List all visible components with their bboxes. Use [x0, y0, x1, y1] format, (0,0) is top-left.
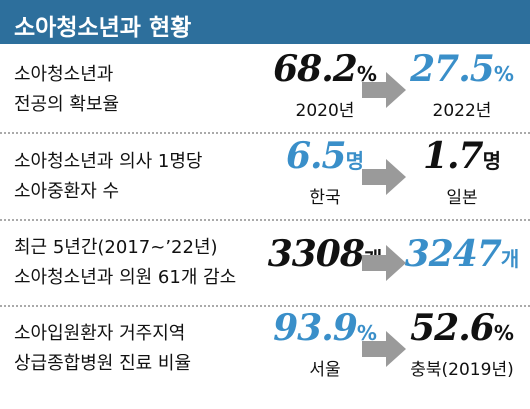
row: 소아청소년과 의사 1명당 소아중환자 수 6.5명 한국 1.7명 일본: [0, 133, 530, 221]
row: 최근 5년간(2017~’22년)소아청소년과 의원 61개 감소3308개32…: [0, 219, 530, 307]
row-label: 소아청소년과 의사 1명당: [14, 151, 203, 172]
arrow: [362, 72, 406, 108]
stat-caption: 일본: [446, 188, 478, 208]
stat-value: 68.2%: [255, 48, 395, 90]
stat-unit: %: [356, 62, 377, 86]
title: 소아청소년과 현황: [14, 15, 192, 41]
stat-unit: 명: [345, 149, 365, 173]
stat-caption: 한국: [309, 188, 341, 208]
row-label: 소아중환자 수: [14, 181, 120, 202]
header: 소아청소년과 현황: [0, 0, 530, 44]
stat-number: 68.2: [273, 48, 358, 90]
row-label: 소아청소년과 의원 61개 감소: [14, 267, 237, 288]
stat-number: 52.6: [410, 307, 495, 349]
stat-value: 6.5명: [255, 135, 395, 177]
stat-value: 3308개: [255, 233, 395, 275]
stat-value: 3247개: [392, 233, 530, 275]
stat-value: 52.6%: [392, 307, 530, 349]
arrow: [362, 159, 406, 195]
stat-unit: 명: [482, 149, 502, 173]
arrow-shape: [362, 72, 406, 108]
stat-value: 27.5%: [392, 48, 530, 90]
row-label: 소아입원환자 거주지역: [14, 323, 186, 344]
arrow-shape: [362, 331, 406, 367]
stat-caption: 2020년: [295, 101, 355, 121]
arrow-shape: [362, 245, 406, 281]
row-label: 최근 5년간(2017~’22년): [14, 237, 218, 258]
stat-unit: %: [356, 321, 377, 345]
stat-number: 3247: [404, 233, 502, 275]
row-label: 전공의 확보율: [14, 94, 120, 115]
stat-value: 93.9%: [255, 307, 395, 349]
row: 소아청소년과 전공의 확보율 68.2% 2020년 27.5% 2022년: [0, 46, 530, 134]
stat-number: 3308: [267, 233, 365, 275]
stat-unit: %: [493, 62, 514, 86]
row-label: 상급종합병원 진료 비율: [14, 353, 192, 374]
stat-unit: %: [493, 321, 514, 345]
stat-caption: 2022년: [432, 101, 492, 121]
stat-value: 1.7명: [392, 135, 530, 177]
stat-unit: 개: [500, 247, 520, 271]
arrow: [362, 331, 406, 367]
stat-number: 27.5: [410, 48, 495, 90]
arrow-shape: [362, 159, 406, 195]
arrow: [362, 245, 406, 281]
stat-caption: 서울: [309, 360, 341, 380]
stat-number: 93.9: [273, 307, 358, 349]
stat-number: 1.7: [422, 135, 484, 177]
stat-caption: 충북(2019년): [410, 360, 514, 380]
stat-number: 6.5: [285, 135, 347, 177]
row-label: 소아청소년과: [14, 64, 114, 85]
